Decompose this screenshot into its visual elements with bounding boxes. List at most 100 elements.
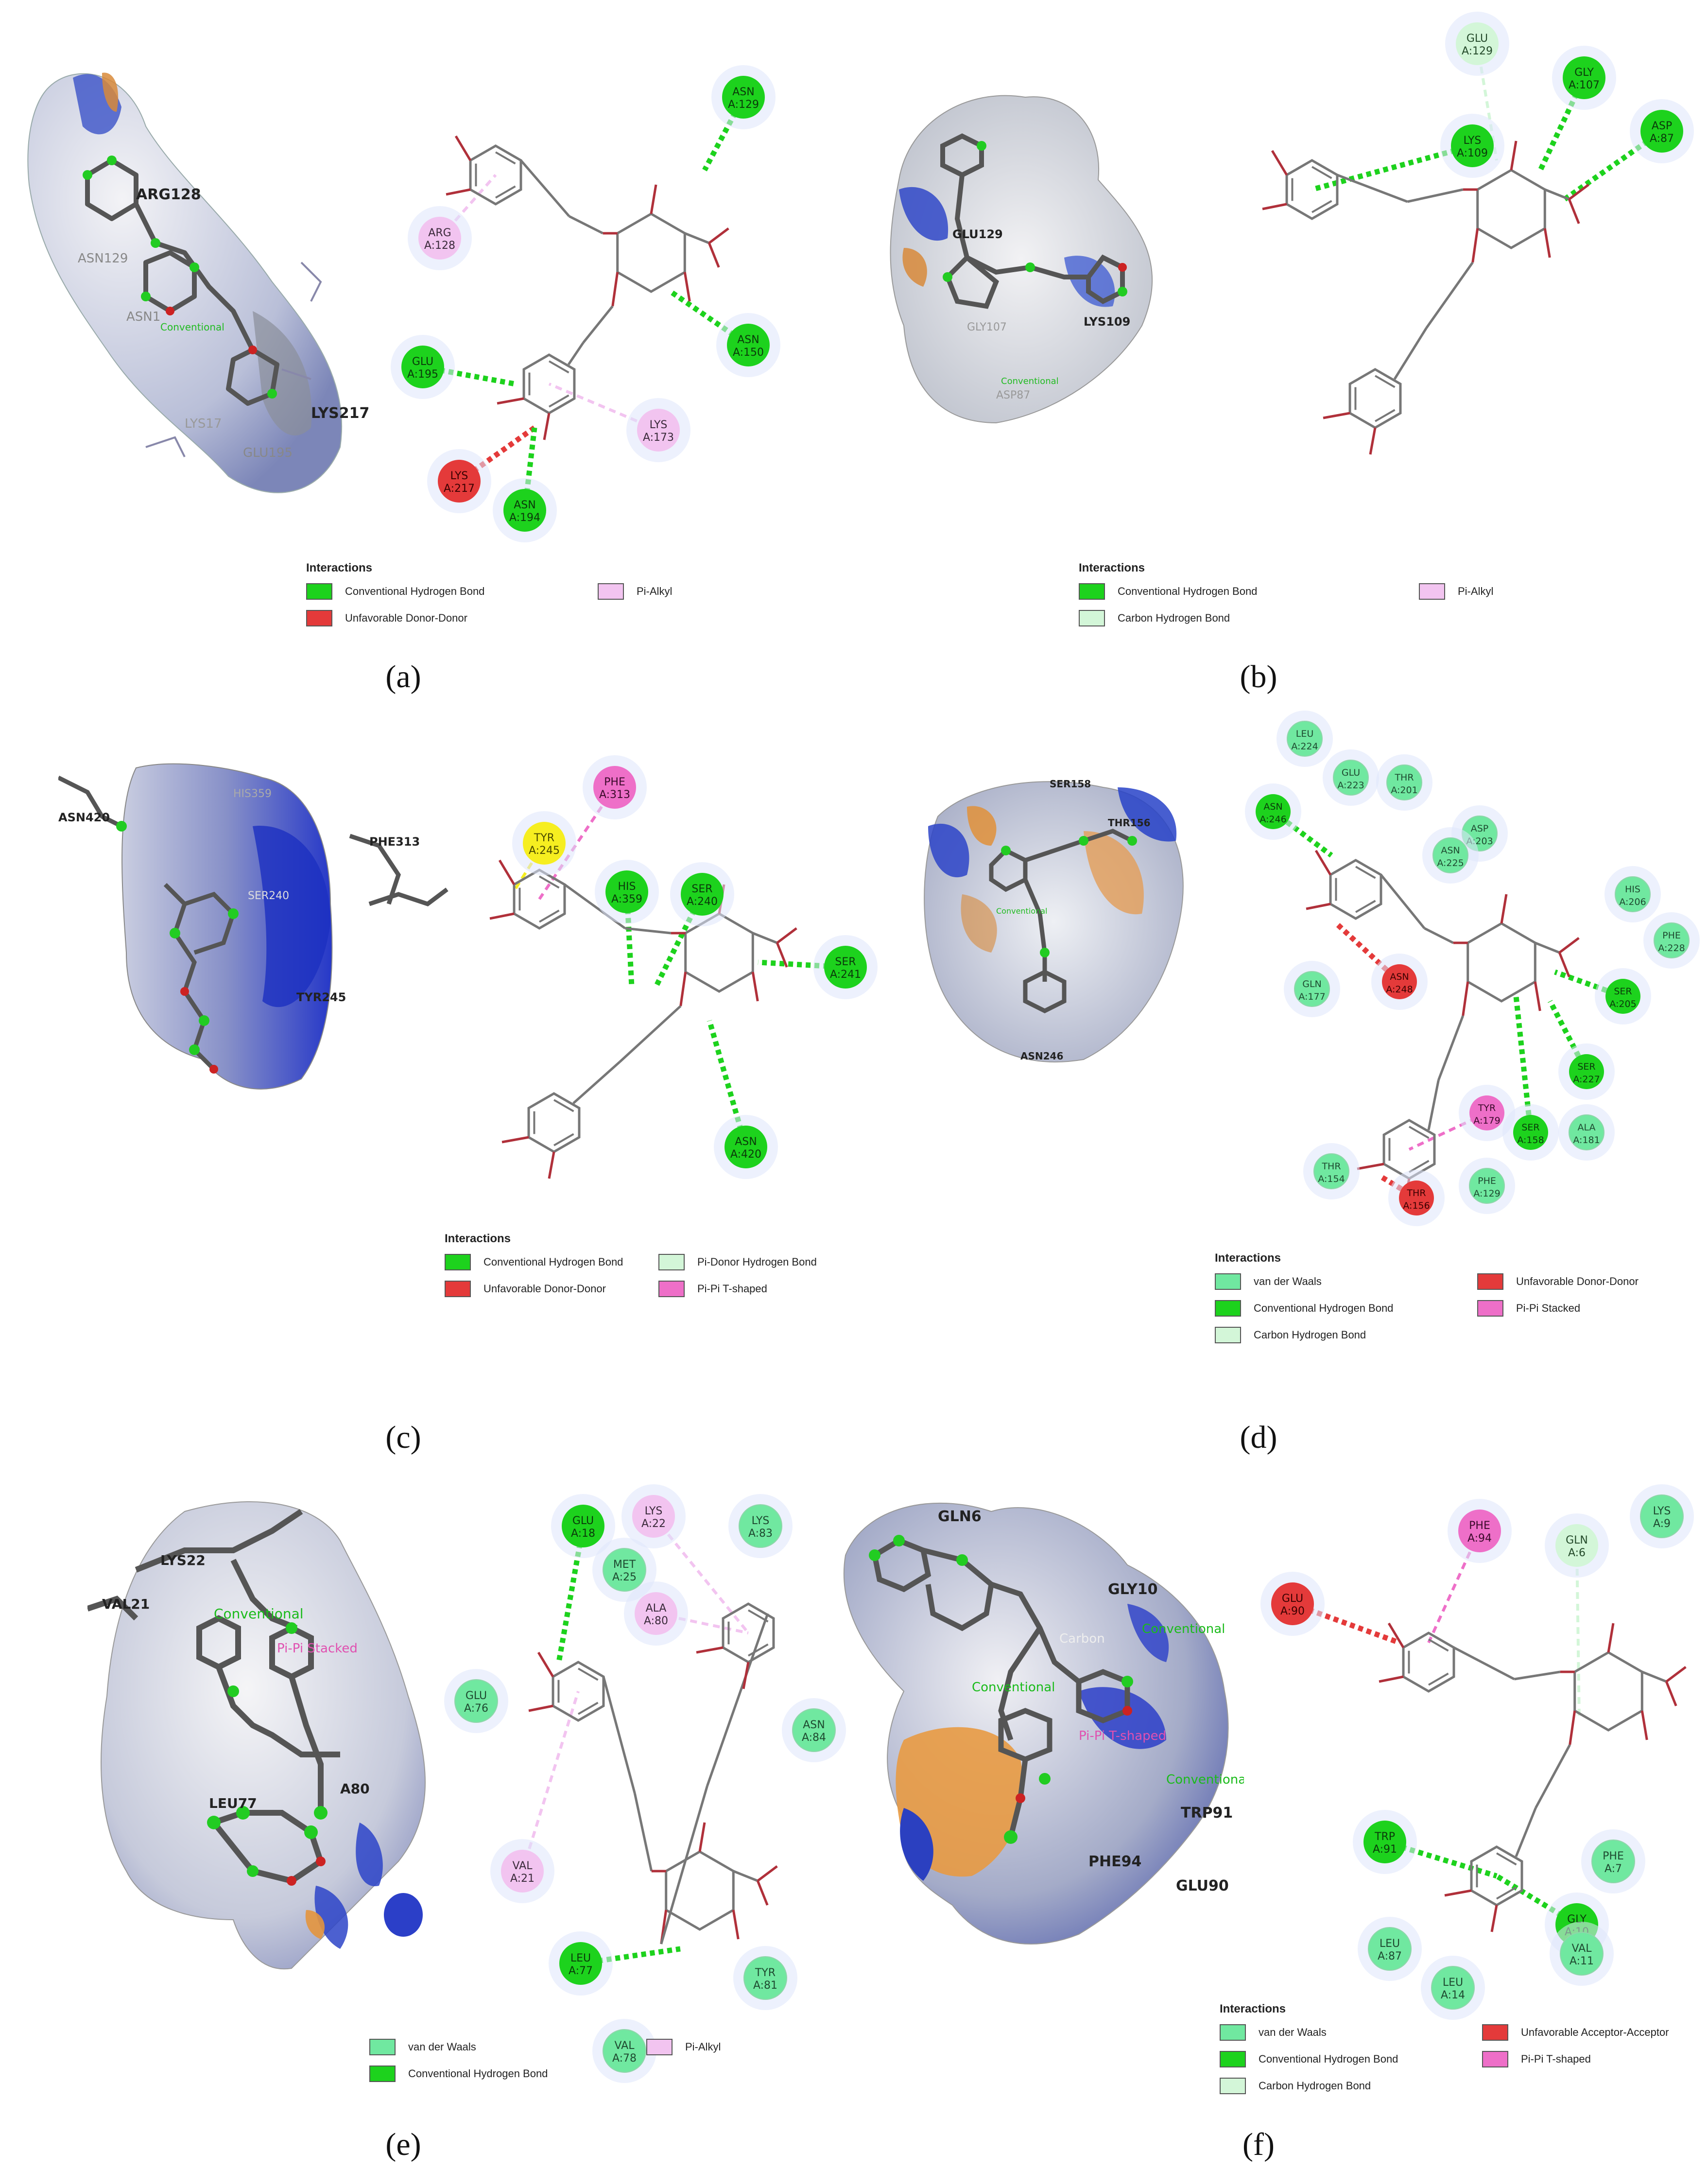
svg-text:A:224: A:224 — [1291, 741, 1318, 752]
legend-label: Conventional Hydrogen Bond — [1118, 585, 1258, 597]
svg-text:GLU: GLU — [412, 356, 433, 368]
surface-label: Conventional — [1142, 1622, 1225, 1636]
interaction-diagram-c: PHEA:313TYRA:245HISA:359SERA:240SERA:241… — [489, 755, 878, 1179]
svg-text:TYR: TYR — [755, 1967, 776, 1979]
surface-label: PHE94 — [1088, 1853, 1141, 1870]
legend-swatch — [1482, 2051, 1508, 2067]
legend-label: Unfavorable Donor-Donor — [345, 612, 467, 624]
svg-text:SER: SER — [1521, 1122, 1539, 1133]
surface-label: LYS109 — [1084, 315, 1130, 329]
svg-text:ASN: ASN — [803, 1719, 825, 1731]
legend-item: Unfavorable Donor-Donor — [445, 1281, 606, 1297]
surface-label: ASN246 — [1020, 1050, 1063, 1062]
surface-label: TRP91 — [1181, 1805, 1233, 1822]
legend-item: van der Waals — [1220, 2024, 1327, 2041]
svg-text:ASN: ASN — [735, 1136, 757, 1148]
svg-text:A:6: A:6 — [1568, 1547, 1586, 1559]
svg-text:GLU: GLU — [466, 1690, 487, 1702]
svg-text:A:228: A:228 — [1658, 943, 1685, 954]
legend-swatch — [1079, 610, 1105, 626]
legend-label: Conventional Hydrogen Bond — [1259, 2053, 1398, 2065]
legend-item: Pi-Alkyl — [598, 583, 672, 600]
svg-text:GLU: GLU — [572, 1515, 594, 1527]
svg-text:A:87: A:87 — [1650, 133, 1674, 145]
surface-label: Pi-Pi T-shaped — [1079, 1729, 1166, 1743]
surface-f: GLN6 GLY10 Conventional Carbon Pi-Pi T-s… — [843, 1502, 1244, 1944]
legend-swatch — [1215, 1327, 1241, 1343]
surface-label: LYS217 — [311, 405, 369, 422]
legend-label: Unfavorable Donor-Donor — [1516, 1275, 1639, 1287]
surface-label: PHE313 — [369, 835, 420, 849]
svg-text:ARG: ARG — [428, 227, 451, 239]
svg-text:A:91: A:91 — [1373, 1843, 1397, 1856]
legend-label: Unfavorable Donor-Donor — [483, 1283, 606, 1295]
legend-label: Pi-Alkyl — [1458, 585, 1494, 597]
legend-item: Pi-Pi T-shaped — [658, 1281, 767, 1297]
legend-label: Conventional Hydrogen Bond — [1254, 1302, 1394, 1314]
surface-label: TYR245 — [296, 990, 346, 1004]
svg-text:A:225: A:225 — [1437, 858, 1464, 868]
surface-label: ASN420 — [58, 811, 110, 824]
legend-swatch — [658, 1254, 685, 1270]
surface-label: THR156 — [1108, 817, 1151, 829]
svg-text:A:80: A:80 — [644, 1615, 668, 1627]
panel-label-f: (f) — [1242, 2127, 1275, 2162]
legend-swatch — [1482, 2024, 1508, 2041]
svg-text:ASP: ASP — [1652, 120, 1672, 132]
svg-text:A:83: A:83 — [748, 1528, 773, 1540]
legend-label: Carbon Hydrogen Bond — [1259, 2080, 1371, 2092]
surface-label: GLY10 — [1108, 1581, 1158, 1598]
svg-text:A:246: A:246 — [1259, 814, 1286, 825]
svg-text:A:7: A:7 — [1604, 1863, 1622, 1875]
legend-title: Interactions — [1215, 1251, 1281, 1265]
surface-label: Conventional — [972, 1680, 1055, 1695]
surface-label: Conventional — [214, 1606, 304, 1622]
surface-label: ARG128 — [136, 186, 201, 203]
legend-label: Unfavorable Acceptor-Acceptor — [1521, 2026, 1669, 2038]
surface-label: HIS359 — [233, 788, 272, 800]
svg-text:A:245: A:245 — [529, 845, 560, 857]
legend-swatch — [306, 610, 332, 626]
legend-swatch — [1220, 2024, 1246, 2041]
svg-text:LYS: LYS — [1464, 135, 1482, 147]
surface-label: ASN129 — [78, 251, 128, 266]
svg-text:A:195: A:195 — [407, 368, 438, 381]
legend-swatch — [1215, 1273, 1241, 1290]
svg-text:A:156: A:156 — [1403, 1200, 1430, 1211]
panel-label-b: (b) — [1240, 659, 1277, 694]
legend-swatch — [1477, 1273, 1503, 1290]
svg-text:A:181: A:181 — [1573, 1135, 1600, 1146]
legend-label: Conventional Hydrogen Bond — [483, 1256, 623, 1268]
svg-text:A:177: A:177 — [1298, 991, 1325, 1002]
svg-text:GLN: GLN — [1302, 979, 1322, 990]
legend-title: Interactions — [1220, 2002, 1286, 2015]
svg-text:A:129: A:129 — [728, 99, 759, 111]
svg-text:LYS: LYS — [650, 419, 668, 431]
interaction-diagram-a: ASNA:129ARGA:128ASNA:150GLUA:195LYSA:173… — [391, 65, 780, 542]
legend-label: Pi-Pi Stacked — [1516, 1302, 1581, 1314]
svg-text:LEU: LEU — [1296, 729, 1314, 739]
svg-text:TYR: TYR — [1478, 1103, 1496, 1113]
svg-text:ALA: ALA — [646, 1602, 667, 1614]
svg-text:PHE: PHE — [1662, 930, 1681, 941]
svg-text:A:420: A:420 — [730, 1148, 761, 1161]
svg-text:A:78: A:78 — [612, 2052, 637, 2065]
legend-item: Conventional Hydrogen Bond — [1215, 1300, 1393, 1317]
surface-label: A80 — [340, 1781, 370, 1797]
surface-label: GLY107 — [967, 321, 1007, 333]
svg-text:THR: THR — [1394, 772, 1414, 783]
svg-text:PHE: PHE — [1478, 1176, 1496, 1186]
svg-text:A:90: A:90 — [1280, 1605, 1305, 1617]
legend-label: Pi-Donor Hydrogen Bond — [697, 1256, 817, 1268]
legend-swatch — [369, 2066, 396, 2082]
svg-text:A:129: A:129 — [1473, 1188, 1500, 1199]
svg-text:A:25: A:25 — [612, 1571, 637, 1583]
svg-text:LEU: LEU — [1443, 1977, 1463, 1989]
surface-label: VAL21 — [102, 1596, 150, 1612]
legend-title: Interactions — [445, 1232, 511, 1245]
svg-text:A:107: A:107 — [1569, 79, 1600, 91]
surface-label: Pi-Pi Stacked — [277, 1641, 358, 1656]
svg-text:LEU: LEU — [1380, 1938, 1400, 1950]
